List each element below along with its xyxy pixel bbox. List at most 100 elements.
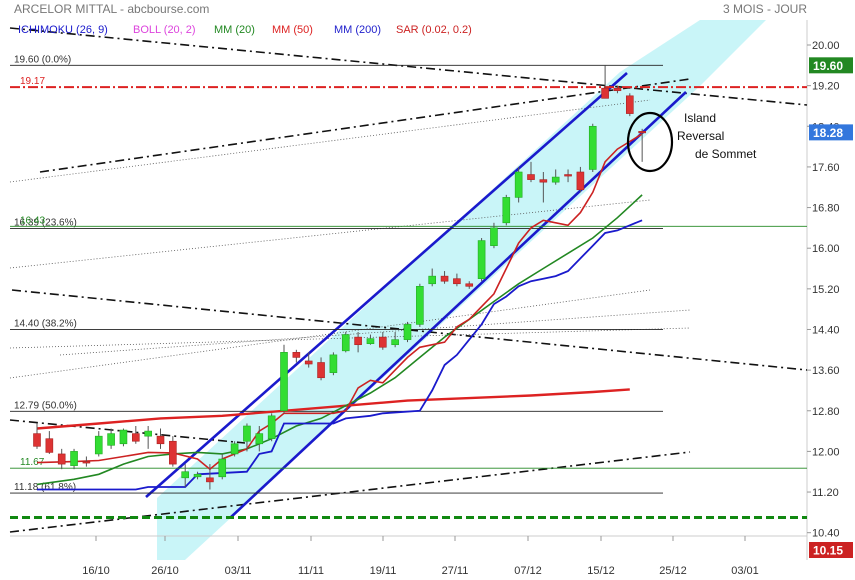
candle-body-22 [304, 360, 313, 365]
y-tick-label-12: 10.40 [812, 528, 840, 540]
fib-label-4: 11.18 (61.8%) [14, 482, 76, 493]
badge-high: 19.60 [813, 59, 843, 73]
candle-body-18 [255, 433, 264, 445]
candle-body-27 [366, 338, 375, 345]
fib-label-1: 16.39 (23.6%) [14, 217, 77, 228]
candle-body-41 [539, 179, 548, 183]
candle-body-3 [70, 451, 78, 466]
x-tick-label-2: 03/11 [225, 565, 252, 577]
island-reversal-annotation: Island Reversal de Sommet [626, 111, 757, 173]
badge-high-bg [809, 57, 853, 74]
candle-body-11 [169, 440, 177, 465]
candle-body-10 [156, 435, 165, 445]
candle-body-34 [453, 278, 461, 285]
candle-body-20 [280, 352, 288, 412]
fan-line-1 [9, 199, 651, 269]
candle-body-33 [440, 275, 449, 282]
candle-body-46 [601, 87, 609, 99]
x-tick-label-1: 26/10 [151, 565, 179, 577]
candle-body-23 [317, 362, 325, 379]
channel-lower-line [229, 91, 687, 519]
y-tick-label-11: 11.20 [812, 487, 839, 499]
candle-body-28 [378, 336, 387, 348]
fib-label-0: 19.60 (0.0%) [14, 54, 71, 65]
candle-body-30 [403, 324, 412, 340]
candle-body-12 [181, 471, 189, 479]
candle-body-24 [329, 354, 338, 373]
annotation-line-1: Island [684, 111, 716, 125]
fan-line-0 [9, 99, 651, 183]
trend-line-upper-resistance [9, 27, 808, 106]
candle-body-29 [391, 339, 399, 346]
fibonacci-levels: 19.60 (0.0%) 16.39 (23.6%) 14.40 (38.2%) 12… [10, 54, 807, 519]
legend: ICHIMOKU (26, 9) BOLL (20, 2) MM (20) MM (5… [18, 24, 472, 36]
trend-line-upper-2 [39, 78, 691, 173]
x-axis: 16/10 26/10 03/11 11/11 19/11 27/11 07/12 15/12… [82, 536, 759, 577]
candle-body-16 [230, 443, 239, 455]
candle-body-0 [33, 433, 41, 447]
candle-body-35 [465, 283, 474, 287]
candle-body-5 [94, 435, 103, 455]
y-axis: 20.0019.2018.4017.6016.8016.0015.2014.40… [807, 40, 853, 558]
annotation-circle [626, 111, 674, 173]
candle-body-1 [45, 438, 54, 453]
candle-body-6 [107, 433, 115, 446]
price-label-1: 16.43 [20, 215, 45, 226]
chart-title: ARCELOR MITTAL - abcbourse.com [14, 2, 209, 16]
candle-body-44 [576, 171, 585, 191]
candle-body-7 [119, 429, 128, 445]
candle-body-21 [292, 352, 301, 358]
x-tick-label-7: 15/12 [587, 565, 615, 577]
badge-last-price: 18.28 [813, 126, 843, 140]
legend-item-2: MM (20) [214, 24, 255, 36]
y-tick-label-9: 12.80 [812, 406, 840, 418]
candle-body-42 [551, 176, 560, 183]
ma20-line [36, 194, 643, 486]
candle-body-2 [57, 453, 66, 465]
channel-projection-fill [157, 20, 766, 560]
channel-fill [157, 20, 766, 560]
y-tick-label-4: 16.80 [812, 203, 840, 215]
candle-body-32 [428, 275, 437, 285]
candle-body-38 [502, 197, 511, 224]
candle-body-4 [82, 461, 91, 464]
trend-line-short-dashed [9, 419, 246, 444]
price-label-2: 11.67 [20, 457, 45, 468]
candles [33, 65, 646, 490]
legend-item-4: MM (200) [334, 24, 381, 36]
fan-line-4 [59, 309, 691, 356]
x-tick-label-3: 11/11 [298, 565, 324, 577]
annotation-line-3: de Sommet [695, 147, 757, 161]
y-tick-label-8: 13.60 [812, 365, 840, 377]
candle-body-19 [267, 415, 276, 439]
grid [10, 20, 808, 560]
x-tick-label-4: 19/11 [370, 565, 397, 577]
candle-body-8 [132, 433, 140, 442]
candle-body-25 [341, 334, 350, 352]
y-tick-label-3: 17.60 [812, 162, 840, 174]
candle-body-48 [625, 95, 634, 114]
fib-label-3: 12.79 (50.0%) [14, 400, 77, 411]
y-tick-label-1: 19.20 [812, 81, 840, 93]
candle-body-13 [193, 473, 202, 478]
y-tick-label-7: 14.40 [812, 324, 840, 336]
candle-body-43 [564, 174, 572, 177]
candle-body-9 [144, 430, 152, 437]
candle-body-31 [416, 285, 424, 325]
legend-item-0: ICHIMOKU (26, 9) [18, 24, 108, 36]
candle-body-37 [490, 227, 498, 246]
y-tick-label-6: 15.20 [812, 284, 840, 296]
candle-body-39 [514, 171, 523, 198]
indicator-lines [36, 133, 643, 491]
candle-body-36 [477, 240, 486, 279]
candle-body-40 [527, 174, 535, 180]
badge-low: 10.15 [813, 544, 843, 558]
annotation-line-2: Reversal [677, 129, 724, 143]
candle-body-26 [354, 336, 362, 346]
candle-body-14 [206, 477, 214, 483]
channel-upper-line [145, 72, 628, 498]
candle-body-47 [613, 87, 622, 92]
badge-last-price-bg [809, 124, 853, 141]
x-tick-label-5: 27/11 [442, 565, 469, 577]
